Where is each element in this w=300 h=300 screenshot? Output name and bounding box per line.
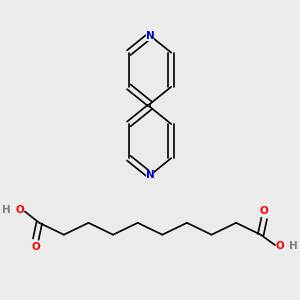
Text: N: N — [146, 170, 154, 180]
Text: O: O — [276, 241, 285, 251]
Text: O: O — [260, 206, 268, 216]
Text: H: H — [289, 241, 298, 251]
Text: H: H — [2, 205, 11, 215]
Text: O: O — [32, 242, 40, 251]
Text: O: O — [15, 205, 24, 215]
Text: N: N — [146, 31, 154, 40]
